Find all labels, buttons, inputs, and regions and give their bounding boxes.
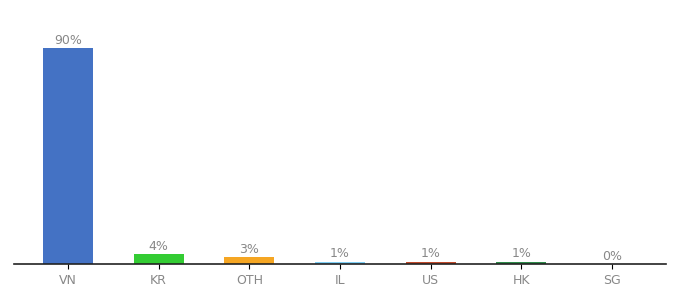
Bar <box>134 254 184 264</box>
Bar <box>224 257 274 264</box>
Bar <box>496 262 546 264</box>
Bar <box>406 262 456 264</box>
Text: 1%: 1% <box>511 248 531 260</box>
Text: 1%: 1% <box>330 248 350 260</box>
Text: 3%: 3% <box>239 243 259 256</box>
Text: 4%: 4% <box>149 240 169 253</box>
Bar <box>43 48 93 264</box>
Bar <box>315 262 365 264</box>
Text: 0%: 0% <box>602 250 622 263</box>
Text: 90%: 90% <box>54 34 82 47</box>
Text: 1%: 1% <box>421 248 441 260</box>
